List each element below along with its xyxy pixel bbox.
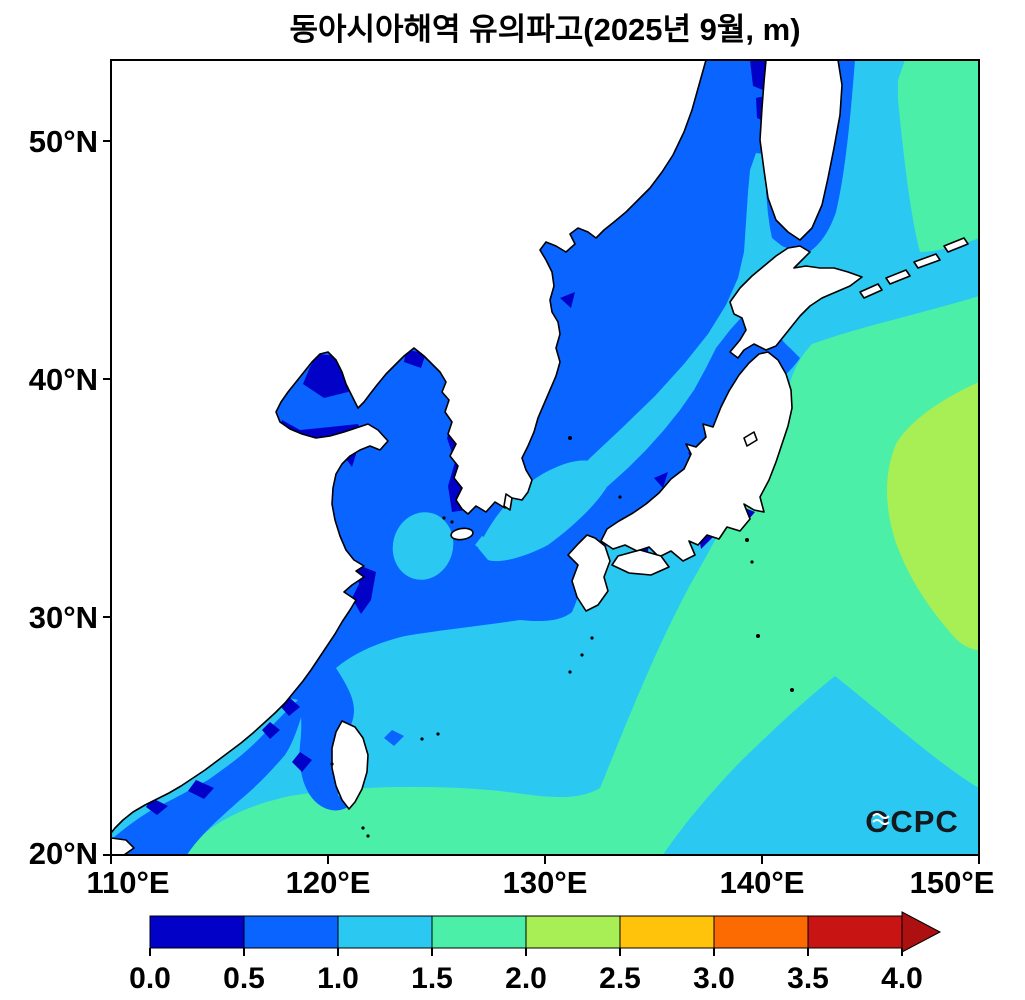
asia-mainland-with-korea [111,60,707,834]
x-tick-label: 150°E [910,865,995,900]
colorbar-ticks [149,948,903,956]
island-dot [580,653,584,657]
wakasa-spot [654,472,668,488]
kyushu-island [567,534,611,612]
colorbar-label: 3.0 [693,962,735,995]
guangdong-spot-1 [188,780,214,799]
island-dot [750,560,754,564]
y-tick-label: 40°N [29,362,98,397]
colorbar-segment [243,915,339,949]
honshu-island [600,351,793,562]
colorbar: 0.0 0.5 1.0 1.5 2.0 2.5 3.0 3.5 4.0 [129,911,942,995]
kuril-island-3 [913,253,941,269]
kuril-island-4 [943,237,969,253]
x-tick-label: 140°E [720,865,805,900]
primorye-spot [560,292,575,308]
island-dot [420,737,424,741]
colorbar-segment [713,915,809,949]
island-dot [745,538,749,542]
sea-of-japan-cyan-band [558,153,792,512]
south-china-coastal-strip [111,700,305,855]
colorbar-label: 0.0 [129,962,171,995]
island-dot [361,826,365,830]
colorbar-label: 2.5 [599,962,641,995]
island-dot [330,762,334,766]
colorbar-label: 2.0 [505,962,547,995]
shikoku-island [611,549,670,576]
yalu-patch [404,350,426,368]
kuril-island-2 [885,269,911,285]
sado-island [743,431,758,447]
colorbar-extend-arrow [901,911,942,953]
x-tick-label: 120°E [286,865,371,900]
colorbar-label: 1.5 [411,962,453,995]
island-dot [756,634,760,638]
colorbar-label: 3.5 [787,962,829,995]
y-tick-label: 50°N [29,124,98,159]
island-dot [450,520,454,524]
colorbar-label: 0.5 [223,962,265,995]
y-tick-label: 30°N [29,600,98,635]
x-tick-label: 130°E [503,865,588,900]
island-dot [568,436,572,440]
small-islands [330,436,794,838]
kuril-island-1 [859,283,883,299]
ocpc-wave-icon [872,819,890,825]
island-dot [590,636,594,640]
map-area: OCPC [111,60,979,855]
hainan-corner-land [111,837,135,855]
colorbar-label: 4.0 [881,962,923,995]
colorbar-segment [525,915,621,949]
colorbar-segment [619,915,715,949]
colorbar-label: 1.0 [317,962,359,995]
x-tick-label: 110°E [86,865,169,900]
island-dot [618,495,622,499]
colorbar-segment [337,915,433,949]
sakhalin-island [759,60,843,241]
x-axis: 110°E 120°E 130°E 140°E 150°E [86,855,994,900]
taiwan-island [331,720,369,810]
island-dot [790,688,794,692]
land-masses [111,60,969,855]
island-dot [442,516,446,520]
chart-title: 동아시아해역 유의파고(2025년 9월, m) [289,12,800,47]
colorbar-segment [807,915,903,949]
y-axis: 50°N 40°N 30°N 20°N [29,124,111,871]
colorbar-segment [431,915,527,949]
fujian-spot-3 [292,752,312,772]
yellow-sea-cyan-patch [392,512,454,580]
yellowgreen-patch [886,382,979,650]
colorbar-segment [149,915,245,949]
fujian-spot-2 [262,722,280,739]
tsushima-island [503,493,513,511]
island-dot [436,732,440,736]
cyan-diamond-west-jeju [475,536,492,552]
y-tick-label: 20°N [29,836,98,871]
jeju-island [450,527,474,541]
island-dot [366,834,370,838]
okhotsk-green-region [898,60,979,252]
blue-speck-east-taiwan [384,730,404,746]
ocpc-wave-icon [872,813,890,819]
island-dot [568,670,572,674]
hokkaido-island [729,245,863,359]
